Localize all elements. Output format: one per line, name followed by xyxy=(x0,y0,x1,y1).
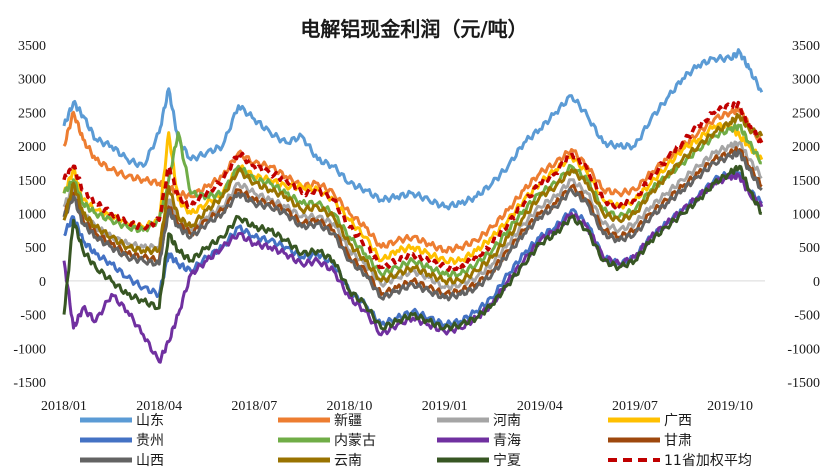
legend-label: 广西 xyxy=(664,413,692,429)
legend-label: 青海 xyxy=(493,433,521,449)
y-tick-label-right: 3000 xyxy=(792,73,820,88)
x-tick-label: 2019/10 xyxy=(707,399,753,414)
y-axis-right: 3500 3000 2500 2000 1500 1000 500 0 -500 -1000 -15… xyxy=(787,39,820,391)
x-tick-label: 2018/07 xyxy=(231,399,277,414)
series-line xyxy=(62,164,762,332)
x-tick-label: 2018/10 xyxy=(327,399,373,414)
x-tick-label: 2018/01 xyxy=(41,399,87,414)
series-layer xyxy=(62,48,764,364)
series-line xyxy=(62,48,764,211)
chart-title: 电解铝现金利润（元/吨） xyxy=(300,17,527,41)
x-tick-label: 2019/01 xyxy=(422,399,468,414)
legend-label: 新疆 xyxy=(334,413,362,429)
x-tick-label: 2019/04 xyxy=(517,399,563,414)
y-tick-label-right: 2500 xyxy=(792,106,820,121)
x-axis: 2018/01 2018/04 2018/07 2018/10 2019/01 2019/… xyxy=(41,399,753,414)
legend-label: 甘肃 xyxy=(664,433,692,449)
y-tick-label-right: 1000 xyxy=(792,208,820,223)
y-tick-label-left: -1500 xyxy=(13,376,46,391)
y-tick-label-right: 3500 xyxy=(792,39,820,54)
y-tick-label-right: 1500 xyxy=(792,174,820,189)
series-line xyxy=(62,100,764,272)
series-line xyxy=(62,112,764,286)
y-tick-label-right: 0 xyxy=(813,275,820,290)
x-tick-label: 2019/07 xyxy=(612,399,658,414)
legend-label: 11省加权平均 xyxy=(664,453,752,469)
series-line xyxy=(62,121,764,265)
y-tick-label-left: 0 xyxy=(39,275,46,290)
y-tick-label-right: -500 xyxy=(794,309,820,324)
legend-label: 山东 xyxy=(136,413,164,429)
y-tick-label-right: -1500 xyxy=(787,376,820,391)
legend-label: 云南 xyxy=(334,453,362,469)
y-tick-label-right: 500 xyxy=(799,241,820,256)
y-tick-label-left: 500 xyxy=(25,241,46,256)
legend-label: 河南 xyxy=(493,413,521,429)
y-tick-label-left: -1000 xyxy=(13,342,46,357)
series-line xyxy=(62,149,763,302)
legend-label: 宁夏 xyxy=(493,452,521,469)
series-line xyxy=(62,172,764,364)
legend-label: 贵州 xyxy=(136,433,164,449)
y-tick-label-left: 2500 xyxy=(18,106,46,121)
y-tick-label-left: 1000 xyxy=(18,208,46,223)
y-tick-label-left: 3500 xyxy=(18,39,46,54)
y-tick-label-right: 2000 xyxy=(792,140,820,155)
y-axis-left: 3500 3000 2500 2000 1500 1000 500 0 -500 -1000 -15… xyxy=(13,39,46,391)
y-tick-label-left: -500 xyxy=(20,309,46,324)
y-tick-label-right: -1000 xyxy=(787,342,820,357)
y-tick-label-left: 1500 xyxy=(18,174,46,189)
x-tick-label: 2018/04 xyxy=(136,399,182,414)
y-tick-label-left: 2000 xyxy=(18,140,46,155)
legend-label: 山西 xyxy=(136,453,164,469)
legend-label: 内蒙古 xyxy=(334,433,376,449)
y-tick-label-left: 3000 xyxy=(18,73,46,88)
